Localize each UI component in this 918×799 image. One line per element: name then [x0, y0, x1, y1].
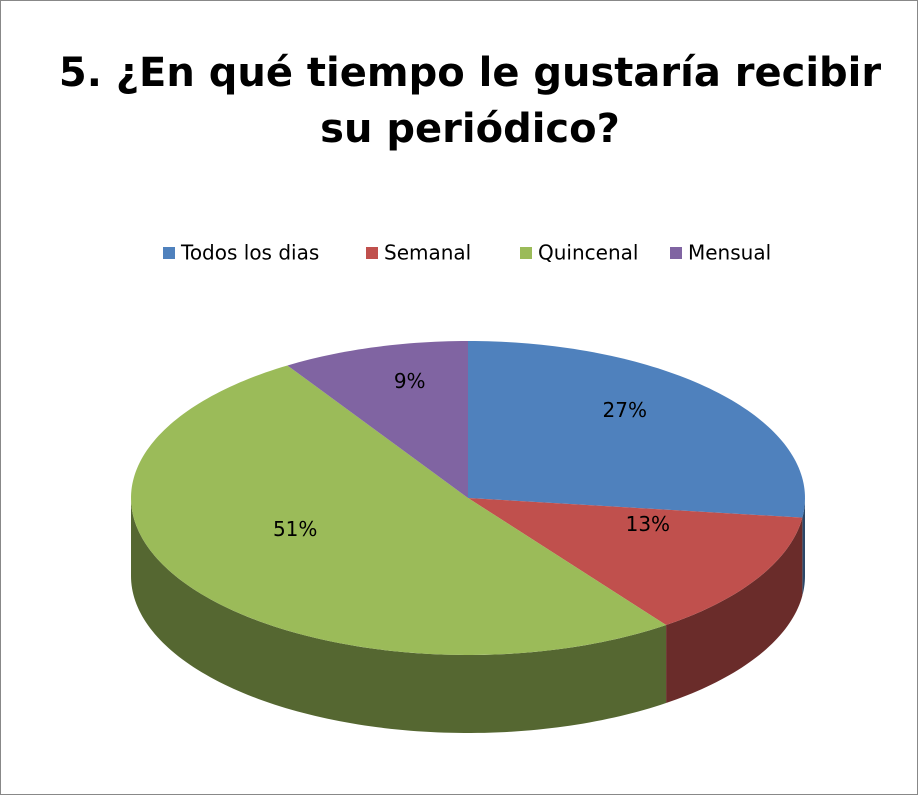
- legend-swatch: [670, 247, 682, 259]
- chart-title: 5. ¿En qué tiempo le gustaría recibir su …: [59, 50, 882, 152]
- legend-swatch: [366, 247, 378, 259]
- slice-side: [131, 498, 667, 733]
- slice: [131, 365, 667, 655]
- data-label: 51%: [273, 517, 317, 541]
- legend-swatch: [163, 247, 175, 259]
- slice: [287, 341, 468, 498]
- slice-side: [802, 498, 805, 596]
- legend-label: Quincenal: [538, 241, 638, 265]
- slice: [468, 498, 803, 626]
- legend-label: Mensual: [688, 241, 771, 265]
- slice: [468, 341, 805, 518]
- data-label: 9%: [394, 369, 426, 393]
- legend-label: Semanal: [384, 241, 471, 265]
- legend-swatch: [520, 247, 532, 259]
- legend-label: Todos los dias: [180, 241, 319, 265]
- data-label: 27%: [603, 398, 647, 422]
- data-label: 13%: [626, 512, 670, 536]
- slice-side: [666, 517, 803, 704]
